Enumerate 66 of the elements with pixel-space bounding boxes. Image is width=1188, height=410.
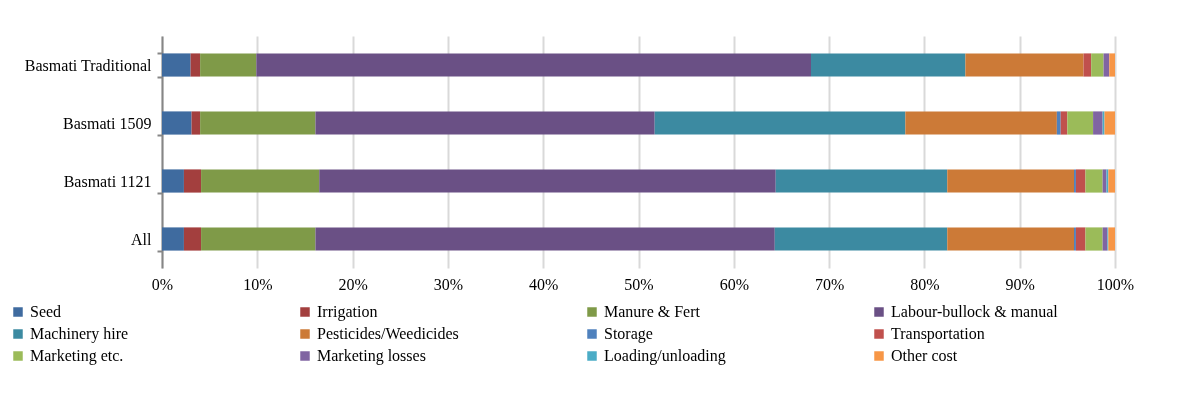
bar [654,111,906,135]
bar [162,169,184,193]
bar [1060,111,1068,135]
bar [200,53,257,77]
legend-label: Irrigation [317,303,378,321]
bar [1104,111,1115,135]
legend-label: Marketing losses [317,347,426,365]
bar [183,227,202,251]
bar [191,111,201,135]
x-tick-label: 30% [433,275,464,293]
x-tick-label: 70% [814,275,845,293]
bar [947,227,1075,251]
bar [1085,227,1103,251]
legend-label: Seed [30,303,62,320]
y-tick-label: All [131,230,153,248]
bar [1056,111,1061,135]
bar [200,111,316,135]
legend-label: Marketing etc. [30,347,124,365]
bar [1103,53,1110,77]
bar [1075,227,1086,251]
x-tick-label: 40% [529,275,559,293]
legend-label: Pesticides/Weedicides [317,325,459,342]
bar [315,111,655,135]
legend-label: Storage [604,325,653,343]
x-tick-label: 100% [1096,275,1135,293]
legend-label: Machinery hire [30,325,129,343]
bar [201,227,316,251]
x-tick-label: 20% [338,275,368,293]
bar [190,53,201,77]
bar [905,111,1057,135]
x-tick-label: 50% [624,275,654,293]
y-tick-label: Basmati 1509 [63,114,152,132]
x-tick-label: 80% [910,275,940,293]
bar [774,227,948,251]
bar [162,227,184,251]
bar [775,169,948,193]
bar [256,53,811,77]
legend-label: Transportation [891,325,985,343]
bar [1108,169,1115,193]
bar [1083,53,1092,77]
bar [1109,53,1115,77]
bar [183,169,202,193]
bar [1067,111,1094,135]
y-tick-label: Basmati 1121 [63,172,152,190]
bar [162,111,192,135]
bar [201,169,320,193]
bar [810,53,966,77]
bar [965,53,1084,77]
bar [1075,169,1086,193]
legend-label: Other cost [891,347,958,364]
x-tick-label: 0% [151,275,174,293]
bar [1108,227,1115,251]
bar [319,169,776,193]
x-tick-label: 60% [719,275,749,293]
bar [1085,169,1103,193]
x-tick-label: 90% [1005,275,1035,293]
x-tick-label: 10% [243,275,273,293]
legend-label: Loading/unloading [604,347,726,365]
bar [947,169,1075,193]
legend-label: Labour-bullock & manual [891,303,1059,320]
y-tick-label: Basmati Traditional [24,56,153,74]
legend-label: Manure & Fert [604,303,701,320]
bar [162,53,191,77]
bar [315,227,775,251]
bar [1091,53,1104,77]
bar [1093,111,1103,135]
